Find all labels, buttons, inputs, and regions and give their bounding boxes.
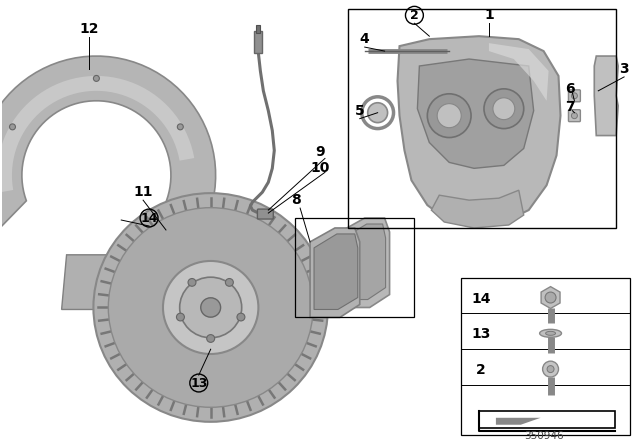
Text: 1: 1 — [484, 9, 494, 22]
Ellipse shape — [93, 193, 328, 422]
Text: 12: 12 — [80, 22, 99, 36]
Text: 14: 14 — [471, 292, 491, 306]
Ellipse shape — [163, 261, 259, 354]
Ellipse shape — [108, 208, 313, 407]
Text: 4: 4 — [360, 32, 369, 46]
Polygon shape — [595, 56, 618, 136]
FancyBboxPatch shape — [257, 209, 273, 219]
Circle shape — [572, 113, 577, 119]
Circle shape — [437, 103, 461, 128]
Text: 13: 13 — [471, 327, 491, 341]
Circle shape — [10, 124, 15, 130]
Text: 2: 2 — [410, 9, 419, 22]
Text: 11: 11 — [133, 185, 153, 199]
Text: 6: 6 — [566, 82, 575, 96]
Text: 2: 2 — [476, 363, 486, 377]
Text: 13: 13 — [190, 376, 207, 389]
Polygon shape — [310, 228, 360, 318]
Bar — [295, 218, 415, 318]
Text: 7: 7 — [566, 100, 575, 114]
Text: 8: 8 — [291, 193, 301, 207]
Ellipse shape — [540, 329, 561, 337]
Circle shape — [572, 93, 577, 99]
Circle shape — [484, 89, 524, 129]
Polygon shape — [397, 36, 561, 225]
Ellipse shape — [201, 298, 221, 317]
Polygon shape — [344, 224, 385, 300]
Bar — [257, 25, 260, 33]
Ellipse shape — [237, 313, 245, 321]
Circle shape — [545, 292, 556, 303]
Polygon shape — [61, 255, 116, 310]
Polygon shape — [417, 59, 534, 168]
Circle shape — [493, 98, 515, 120]
Circle shape — [547, 366, 554, 373]
Text: 5: 5 — [355, 103, 365, 118]
Ellipse shape — [188, 279, 196, 286]
Polygon shape — [496, 418, 541, 425]
Circle shape — [177, 124, 183, 130]
Bar — [348, 9, 616, 228]
Circle shape — [368, 103, 388, 123]
Text: 350946: 350946 — [524, 431, 563, 441]
Polygon shape — [431, 190, 524, 228]
Circle shape — [93, 75, 99, 82]
Ellipse shape — [207, 335, 214, 342]
Polygon shape — [489, 43, 548, 101]
Ellipse shape — [545, 332, 556, 335]
Polygon shape — [0, 56, 216, 235]
Polygon shape — [340, 218, 390, 307]
Text: 9: 9 — [315, 146, 325, 159]
FancyBboxPatch shape — [568, 110, 580, 122]
Ellipse shape — [225, 279, 234, 286]
Polygon shape — [0, 76, 195, 193]
Text: 10: 10 — [310, 161, 330, 175]
Text: 14: 14 — [140, 211, 158, 224]
Text: 3: 3 — [620, 62, 629, 76]
Circle shape — [543, 361, 559, 377]
Polygon shape — [314, 234, 358, 310]
Ellipse shape — [180, 277, 242, 338]
Bar — [461, 278, 630, 435]
Ellipse shape — [177, 313, 184, 321]
Bar — [255, 31, 262, 53]
FancyBboxPatch shape — [568, 90, 580, 102]
Circle shape — [428, 94, 471, 138]
